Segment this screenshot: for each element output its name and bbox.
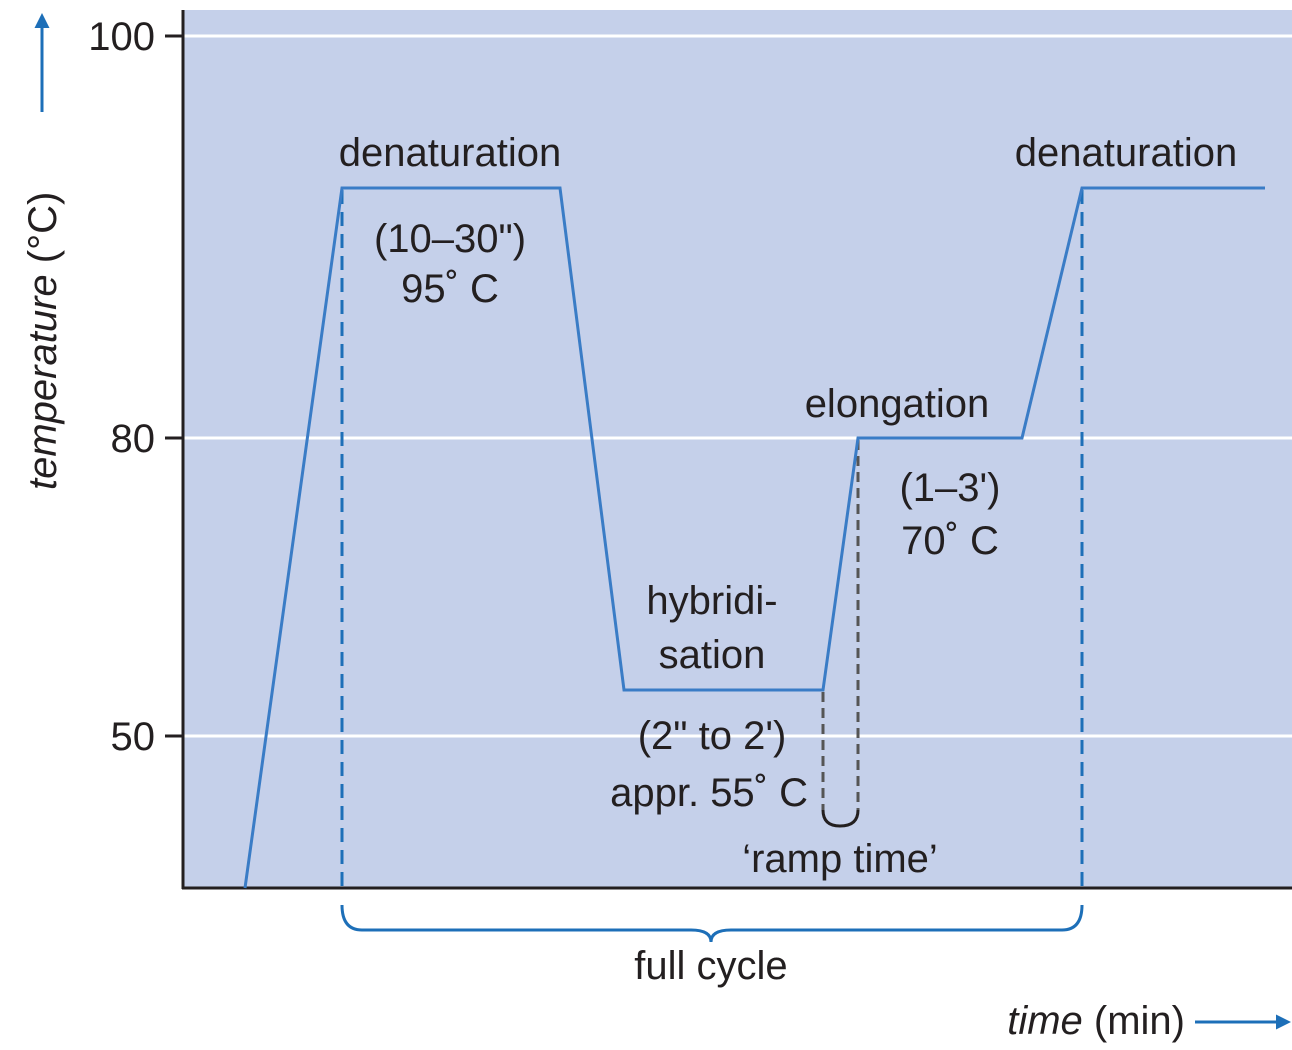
x-axis-label-unit: (min) [1094, 999, 1185, 1043]
phase-duration: (10–30") [374, 217, 526, 261]
phase-label: elongation [805, 382, 990, 426]
ramp-brace [821, 809, 860, 828]
phase-label: hybridi- [646, 579, 777, 623]
phase-temperature: 95˚ C [401, 267, 499, 311]
y-axis-label: temperature (°C) [21, 192, 65, 490]
phase-temperature: 70˚ C [901, 519, 999, 563]
axes [165, 10, 1292, 890]
temperature-profile [243, 186, 1265, 889]
phase-duration: (1–3') [899, 466, 1000, 510]
y-tick-label: 50 [111, 715, 156, 759]
phase-label: denaturation [1015, 131, 1237, 175]
full-cycle-label: full cycle [634, 944, 787, 988]
phase-duration: (2" to 2') [638, 714, 787, 758]
plot-background [183, 10, 1292, 888]
y-axis-label-unit: (°C) [21, 192, 65, 264]
y-tick-label: 100 [88, 15, 155, 59]
phase-label: sation [659, 633, 766, 677]
guides [340, 190, 1084, 943]
ramp-time-label: ‘ramp time’ [742, 837, 938, 881]
x-axis-label-name: time [1007, 999, 1083, 1043]
phase-label: denaturation [339, 131, 561, 175]
full-cycle-brace [340, 904, 1084, 943]
x-axis-label: time (min) [1007, 999, 1185, 1043]
grid [183, 34, 1292, 738]
y-tick-label: 80 [111, 417, 156, 461]
phase-temperature: appr. 55˚ C [610, 771, 808, 815]
y-axis-label-name: temperature [21, 274, 65, 490]
